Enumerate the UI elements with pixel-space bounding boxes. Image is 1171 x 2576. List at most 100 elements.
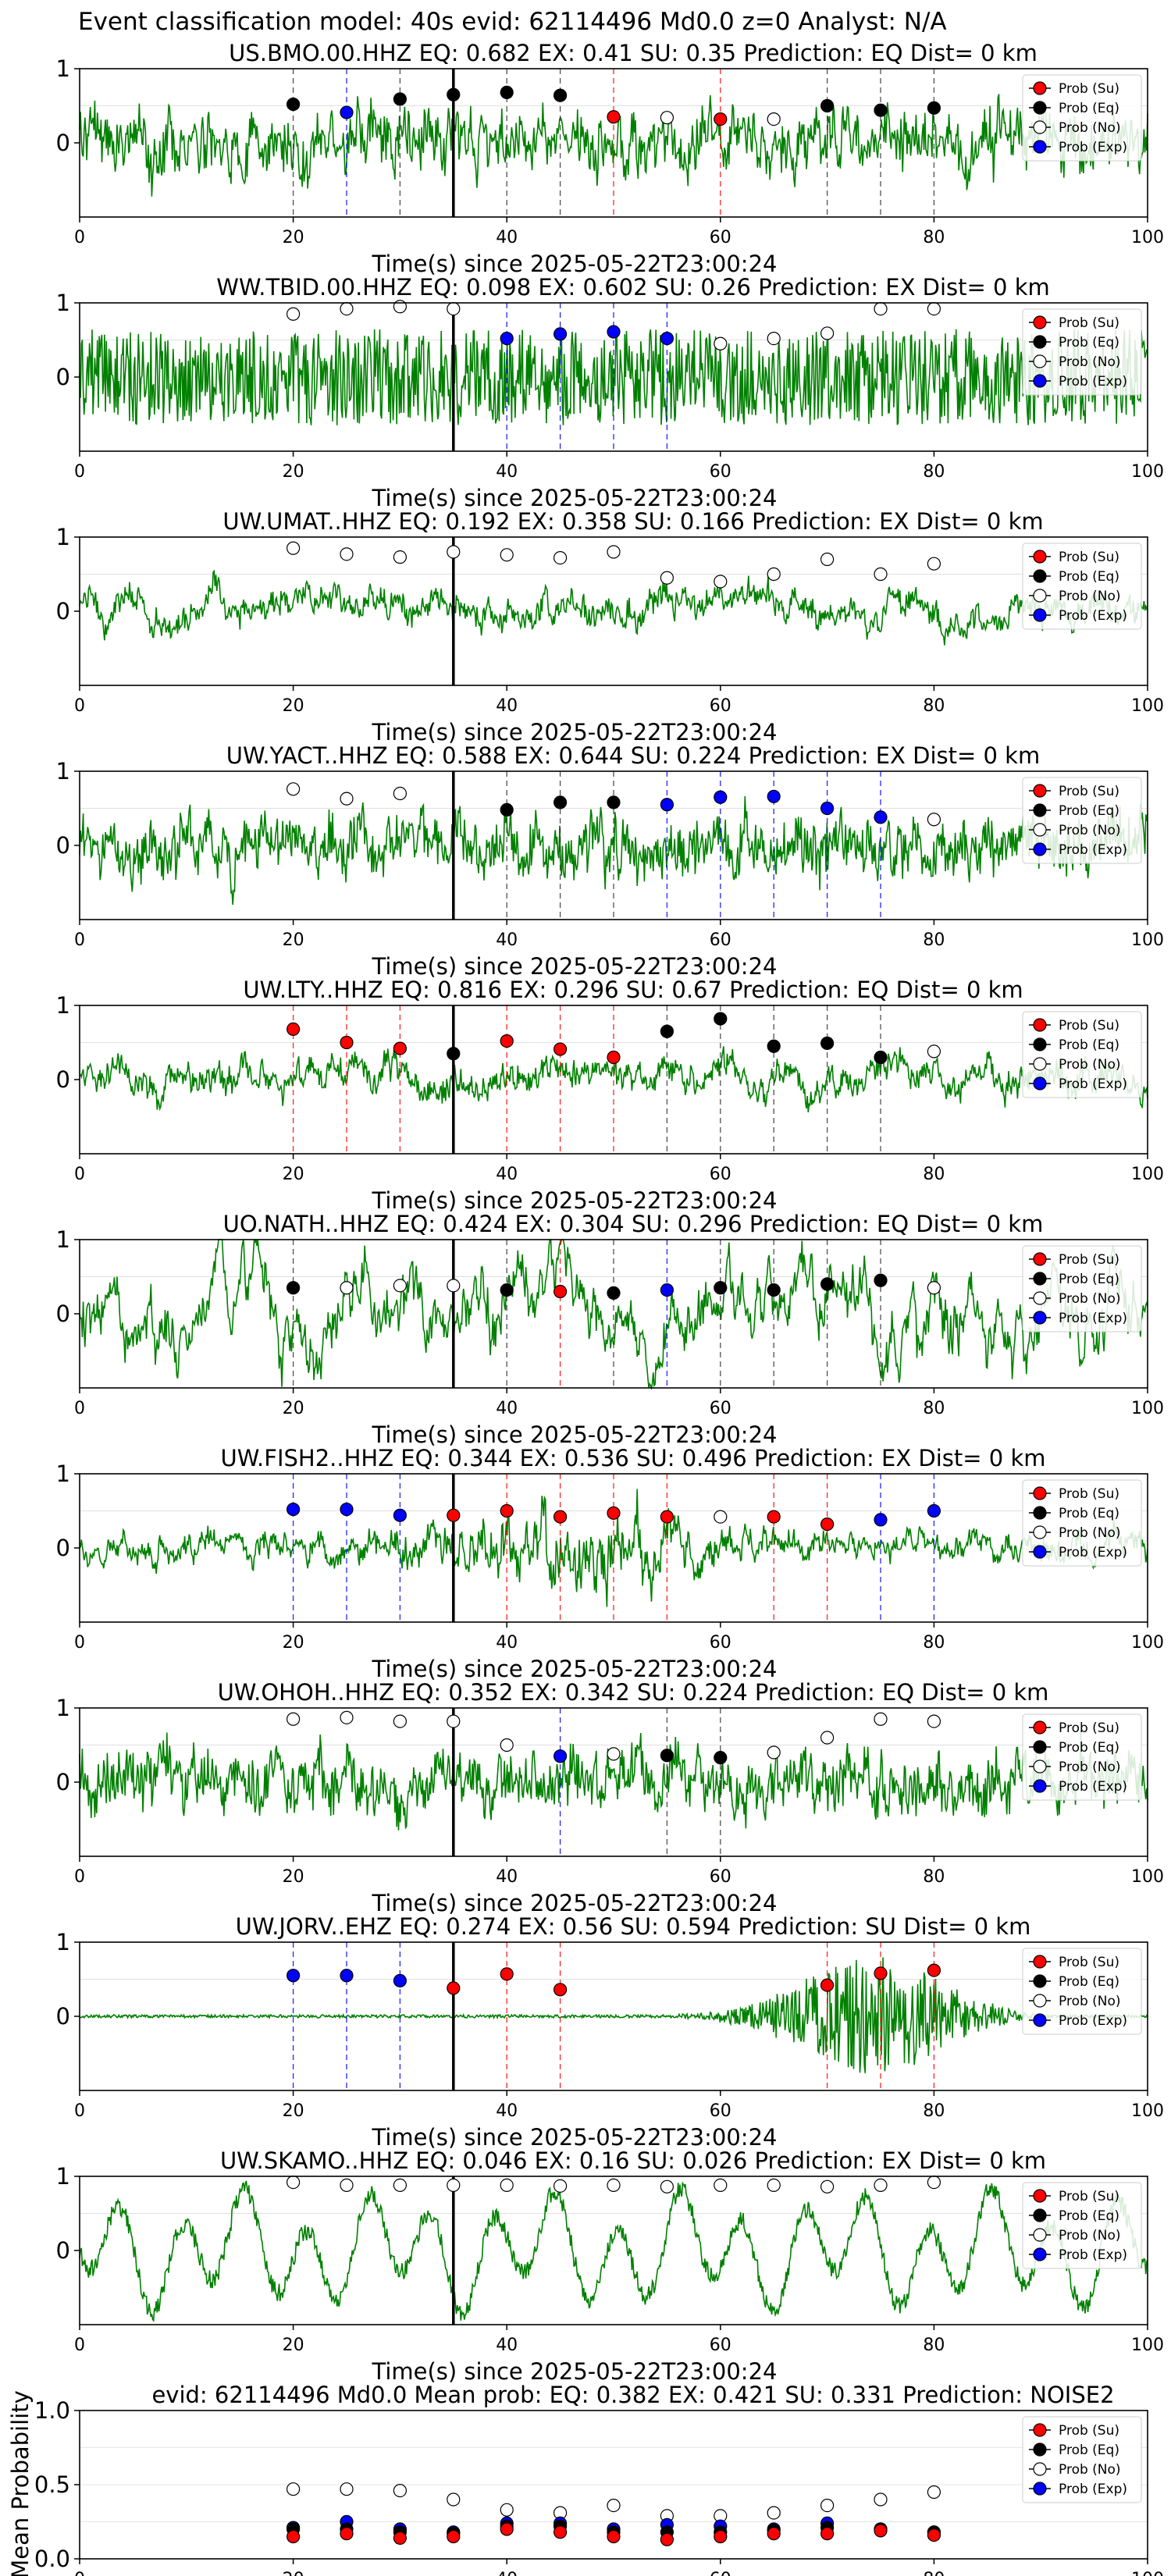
x-tick-label: 80 [923,1633,945,1653]
prob-marker-no [340,302,354,316]
prob-marker-no [287,2176,301,2190]
prob-marker-exp [340,1969,354,1983]
waveform-trace [79,569,1148,646]
legend-marker-eq [1033,1506,1047,1520]
waveform-trace [79,1489,1148,1607]
legend-marker-exp [1033,1311,1047,1325]
legend-box [1022,1479,1142,1567]
y-tick-label: 0.5 [34,2471,70,2498]
x-tick-label: 0 [74,696,85,716]
prob-marker-exp [927,1503,941,1518]
prob-marker-no [340,547,354,561]
prob-marker-su [447,1508,461,1522]
axes-frame [79,536,1148,686]
prob-marker-su [553,1510,568,1524]
panel-8: UW.JORV..EHZ EQ: 0.274 EX: 0.56 SU: 0.59… [56,1913,1164,2151]
legend-box [1022,1713,1142,1801]
x-tick-label: 80 [923,2101,945,2121]
x-tick-label: 80 [923,228,945,247]
prob-marker-exp [874,810,888,824]
prob-marker-no [393,1714,408,1728]
prob-marker-su [820,1517,835,1532]
legend-marker-no [1033,354,1047,368]
prob-marker-no [927,1044,941,1059]
legend-label-su: Prob (Su) [1059,1252,1119,1268]
legend-marker-no [1033,1057,1047,1071]
legend-marker-su [1033,550,1047,564]
prob-marker-no [767,2506,781,2520]
x-tick-label: 40 [496,1633,518,1653]
prob-marker-eq [820,1036,835,1051]
prob-marker-su [874,2524,888,2538]
legend-marker-eq [1033,335,1047,349]
legend-marker-su [1033,784,1047,798]
panel-4: UW.LTY..HHZ EQ: 0.816 EX: 0.296 SU: 0.67… [56,977,1164,1214]
prob-marker-no [287,307,301,321]
prob-marker-eq [287,1281,301,1295]
prob-marker-exp [553,327,568,341]
waveform-trace [79,795,1148,906]
prob-marker-no [714,336,728,350]
prob-marker-no [927,557,941,571]
prob-marker-su [340,2527,354,2541]
legend-label-eq: Prob (Eq) [1059,803,1119,819]
prob-marker-exp [393,1973,408,1987]
x-tick-label: 40 [496,228,518,247]
panel-3: UW.YACT..HHZ EQ: 0.588 EX: 0.644 SU: 0.2… [56,742,1164,980]
legend-label-exp: Prob (Exp) [1059,1545,1127,1560]
prob-marker-no [767,112,781,126]
legend-marker-eq [1033,1974,1047,1988]
legend-marker-su [1033,2189,1047,2203]
panel-title: UW.FISH2..HHZ EQ: 0.344 EX: 0.536 SU: 0.… [220,1445,1045,1471]
legend-marker-su [1033,1486,1047,1500]
x-tick-label: 100 [1131,2570,1164,2576]
prob-marker-no [340,2178,354,2192]
legend-marker-exp [1033,1076,1047,1091]
legend-box [1022,2416,1142,2503]
panel-0: US.BMO.00.HHZ EQ: 0.682 EX: 0.41 SU: 0.3… [56,40,1164,277]
legend-marker-su [1033,1955,1047,1969]
prob-marker-eq [874,1050,888,1065]
legend-label-exp: Prob (Exp) [1059,2482,1127,2497]
prob-marker-no [820,2499,835,2513]
x-tick-label: 60 [710,2336,731,2355]
prob-marker-no [660,571,674,585]
prob-marker-su [714,112,728,126]
prob-marker-no [607,1747,621,1761]
x-tick-label: 20 [283,2336,304,2355]
prob-marker-exp [767,789,781,803]
y-tick-label: 0.0 [34,2546,70,2572]
x-tick-label: 20 [283,2101,304,2121]
x-axis-label: Time(s) since 2025-05-22T23:00:24 [372,1890,778,1916]
x-axis-label: Time(s) since 2025-05-22T23:00:24 [372,2124,778,2151]
prob-marker-no [874,2178,888,2192]
prob-marker-su [660,1510,674,1524]
legend-label-no: Prob (No) [1059,1057,1121,1073]
prob-marker-no [340,1710,354,1724]
legend-marker-no [1033,1994,1047,2008]
legend-marker-exp [1033,2013,1047,2027]
prob-marker-exp [820,801,835,816]
x-tick-label: 40 [496,2336,518,2355]
panel-1: WW.TBID.00.HHZ EQ: 0.098 EX: 0.602 SU: 0… [56,274,1164,511]
prob-marker-no [340,2482,354,2496]
y-tick-label: 1 [56,758,70,785]
prob-marker-no [714,2178,728,2192]
y-tick-label: 1 [56,1226,70,1253]
legend-label-exp: Prob (Exp) [1059,2247,1127,2263]
x-tick-label: 40 [496,930,518,950]
x-tick-label: 40 [496,2101,518,2121]
prob-marker-no [447,1714,461,1728]
legend-marker-exp [1033,2247,1047,2261]
legend-label-su: Prob (Su) [1059,550,1119,565]
prob-marker-no [447,2178,461,2192]
x-tick-label: 0 [74,462,85,482]
y-tick-label: 1 [56,1461,70,1487]
prob-marker-exp [714,790,728,804]
legend-label-no: Prob (No) [1059,2228,1121,2243]
legend-marker-su [1033,1720,1047,1735]
legend-label-eq: Prob (Eq) [1059,335,1119,350]
prob-marker-su [553,1284,568,1299]
legend-marker-exp [1033,140,1047,154]
prob-marker-no [553,550,568,565]
